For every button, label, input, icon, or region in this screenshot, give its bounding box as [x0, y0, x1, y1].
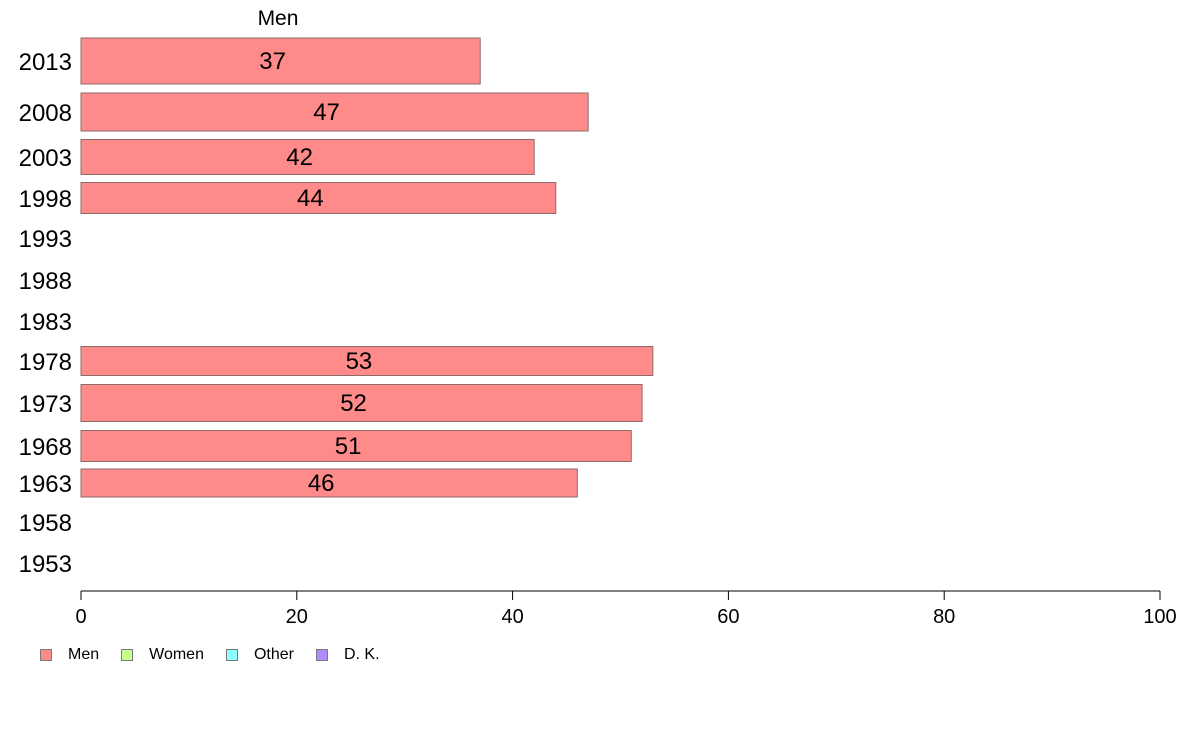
y-axis-labels: 2013 2008 2003 1998 1993 1988 1983 1978 1973 1968…	[19, 49, 72, 578]
y-tick-label: 1998	[19, 186, 72, 213]
x-tick-label: 100	[1143, 606, 1176, 628]
data-label: 52	[340, 390, 367, 417]
bar	[80, 92, 589, 132]
data-label: 44	[297, 185, 324, 212]
y-tick-label: 1963	[19, 471, 72, 498]
y-tick-label: 1968	[19, 434, 72, 461]
data-label: 46	[308, 470, 335, 497]
y-tick-label: 1953	[19, 551, 72, 578]
legend-label-women: Women	[149, 646, 204, 663]
x-tick-label: 60	[717, 606, 739, 628]
bar	[80, 37, 481, 85]
legend-swatch-other	[225, 649, 238, 661]
y-tick-label: 1988	[19, 268, 72, 295]
y-tick-label: 1978	[19, 349, 72, 376]
data-label: 51	[335, 433, 362, 460]
y-tick-label: 2003	[19, 145, 72, 172]
legend-item-women: Women	[121, 646, 204, 664]
legend-item-dk: D. K.	[315, 646, 380, 664]
bar	[80, 430, 632, 462]
data-label: 42	[286, 144, 313, 171]
y-tick-label: 2013	[19, 49, 72, 76]
bar	[80, 346, 654, 376]
legend-swatch-men	[40, 649, 52, 661]
data-label: 47	[313, 99, 340, 126]
legend-swatch-dk	[315, 649, 328, 661]
bar	[80, 384, 643, 422]
y-tick-label: 1993	[19, 226, 72, 253]
bar	[80, 182, 557, 214]
y-tick-label: 2008	[19, 100, 72, 127]
legend-label-men: Men	[68, 646, 100, 663]
data-label: 37	[259, 48, 286, 75]
y-tick-label: 1958	[19, 510, 72, 537]
legend: Men Women Other D. K.	[40, 646, 402, 664]
x-axis: 0 20 40 60 80 100	[75, 590, 1177, 628]
bar	[80, 139, 535, 175]
legend-item-men: Men	[40, 646, 99, 664]
legend-item-other: Other	[225, 646, 294, 664]
legend-label-other: Other	[253, 646, 294, 663]
x-tick-label: 40	[501, 606, 523, 628]
facet-title: Men	[258, 7, 299, 30]
legend-label-dk: D. K.	[343, 646, 380, 663]
x-tick-label: 20	[286, 606, 308, 628]
y-tick-label: 1983	[19, 309, 72, 336]
y-tick-label: 1973	[19, 391, 72, 418]
bar	[80, 468, 578, 498]
x-tick-label: 80	[933, 606, 955, 628]
x-tick-label: 0	[75, 606, 86, 628]
legend-swatch-women	[121, 649, 134, 661]
data-label: 53	[346, 348, 373, 375]
